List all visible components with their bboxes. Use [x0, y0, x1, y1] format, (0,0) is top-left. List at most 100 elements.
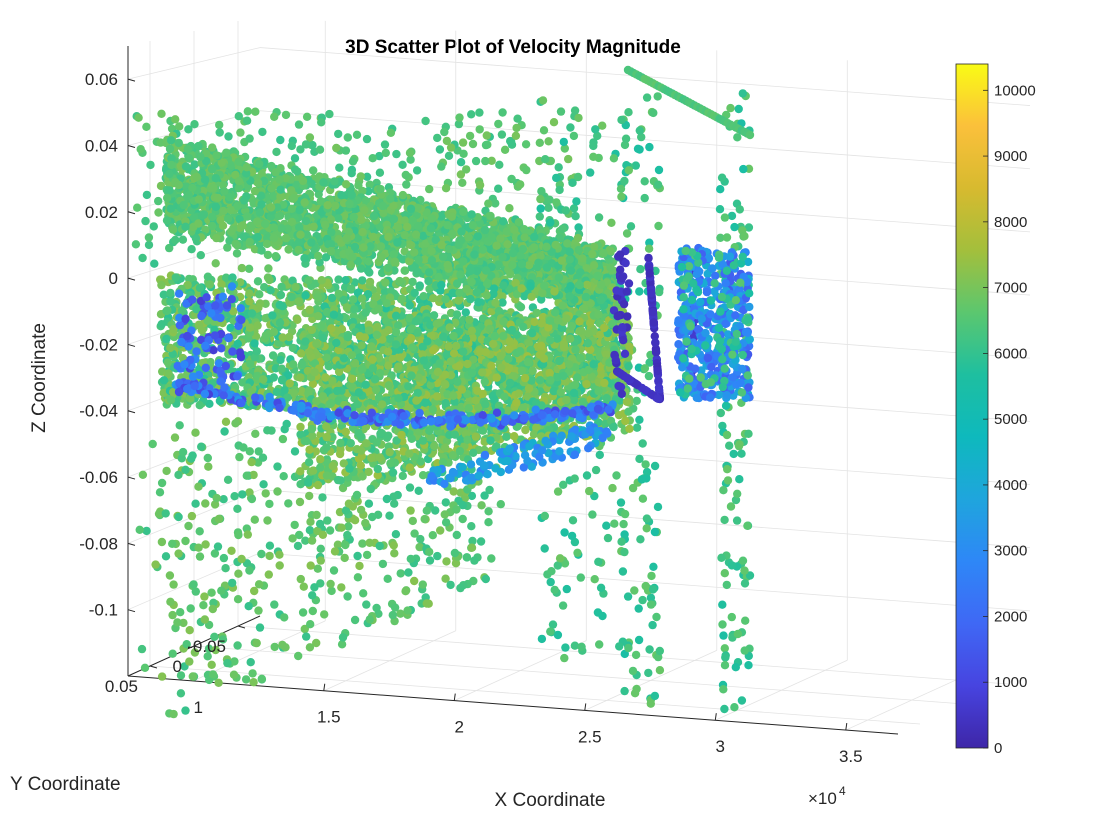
scatter-point — [565, 247, 574, 256]
scatter-point — [456, 270, 465, 279]
scatter-point — [546, 627, 555, 636]
scatter-point — [213, 542, 223, 551]
scatter-point — [390, 603, 400, 612]
scatter-point — [308, 591, 317, 600]
scatter-point — [231, 239, 240, 248]
scatter-point — [294, 120, 304, 129]
scatter-point — [649, 108, 658, 118]
scatter-point — [393, 238, 402, 247]
scatter-point — [505, 204, 514, 213]
scatter-point — [306, 620, 315, 629]
scatter-point — [554, 163, 563, 172]
scatter-point — [441, 518, 451, 527]
scatter-point — [735, 440, 744, 449]
scatter-point — [270, 642, 279, 652]
chart-title: 3D Scatter Plot of Velocity Magnitude — [345, 37, 681, 58]
scatter-point — [382, 494, 392, 504]
scatter-point — [426, 224, 436, 233]
scatter-point — [244, 602, 253, 611]
scatter-point — [331, 201, 340, 210]
scatter-point — [720, 213, 730, 222]
scatter-point — [740, 232, 749, 241]
scatter-point — [640, 364, 650, 373]
scatter-point — [491, 199, 500, 208]
scatter-point — [234, 157, 243, 166]
scatter-point — [400, 266, 410, 275]
scatter-point — [276, 185, 285, 194]
scatter-point — [232, 249, 242, 258]
scatter-point — [563, 239, 572, 248]
scatter-point — [585, 486, 594, 496]
scatter-point — [344, 522, 353, 531]
scatter-point — [269, 233, 279, 243]
scatter-point — [362, 172, 372, 181]
scatter-point — [264, 264, 273, 273]
scatter-point — [258, 453, 268, 462]
scatter-point — [566, 123, 575, 132]
scatter-point — [253, 178, 263, 188]
scatter-point — [654, 221, 663, 231]
scatter-point — [315, 519, 325, 529]
scatter-point — [540, 544, 549, 553]
scatter-point — [361, 518, 370, 528]
scatter-point — [248, 669, 257, 678]
scatter-point — [380, 140, 390, 149]
scatter-point — [561, 643, 570, 652]
scatter-point — [234, 177, 244, 186]
scatter-point — [630, 586, 639, 595]
scatter-point — [307, 238, 316, 247]
scatter-point — [362, 600, 371, 609]
scatter-point — [208, 670, 218, 679]
scatter-point — [365, 180, 374, 189]
scatter-point — [221, 564, 230, 573]
scatter-point — [306, 517, 315, 526]
scatter-point — [456, 583, 465, 593]
scatter-point — [456, 158, 466, 167]
scatter-point — [444, 245, 454, 254]
scatter-point — [157, 109, 166, 119]
scatter-point — [564, 154, 573, 164]
scatter-point — [335, 163, 344, 172]
scatter-point — [565, 255, 574, 264]
scatter-point — [151, 560, 160, 569]
scatter-point — [484, 518, 493, 527]
scatter-point — [619, 519, 628, 529]
scatter-point — [569, 131, 579, 141]
scatter-point — [375, 541, 384, 551]
scatter-point — [716, 233, 725, 242]
scatter-point — [513, 114, 522, 123]
scatter-point — [616, 498, 626, 507]
axes-frame — [127, 46, 899, 735]
scatter-point — [406, 204, 416, 213]
scatter-point — [416, 534, 425, 544]
scatter-point — [238, 490, 247, 499]
scatter-point — [552, 198, 561, 207]
scatter-point — [226, 205, 235, 215]
scatter-point — [560, 144, 569, 153]
scatter-point — [320, 610, 329, 619]
scatter-point — [168, 610, 177, 620]
scatter-point — [653, 92, 662, 101]
scatter-point — [238, 221, 247, 230]
scatter-point — [620, 509, 630, 519]
scatter-point — [165, 144, 175, 154]
scatter-point — [310, 583, 319, 592]
scatter-point — [633, 144, 643, 153]
scatter-point — [645, 142, 654, 152]
scatter-point — [281, 110, 291, 120]
scatter-point — [459, 149, 468, 158]
scatter-point — [735, 205, 744, 214]
scatter-point — [620, 686, 629, 696]
scatter-point — [278, 434, 288, 444]
scatter-point — [245, 289, 254, 298]
scatter-point — [290, 154, 300, 163]
scatter-point — [305, 133, 315, 142]
scatter-point — [618, 567, 628, 576]
scatter-point — [475, 125, 484, 134]
scatter-point — [273, 462, 282, 471]
scatter-point — [552, 173, 561, 183]
scatter-point — [459, 257, 468, 266]
scatter-point — [194, 543, 203, 552]
scatter-point — [188, 672, 197, 681]
scatter-point — [546, 218, 555, 227]
